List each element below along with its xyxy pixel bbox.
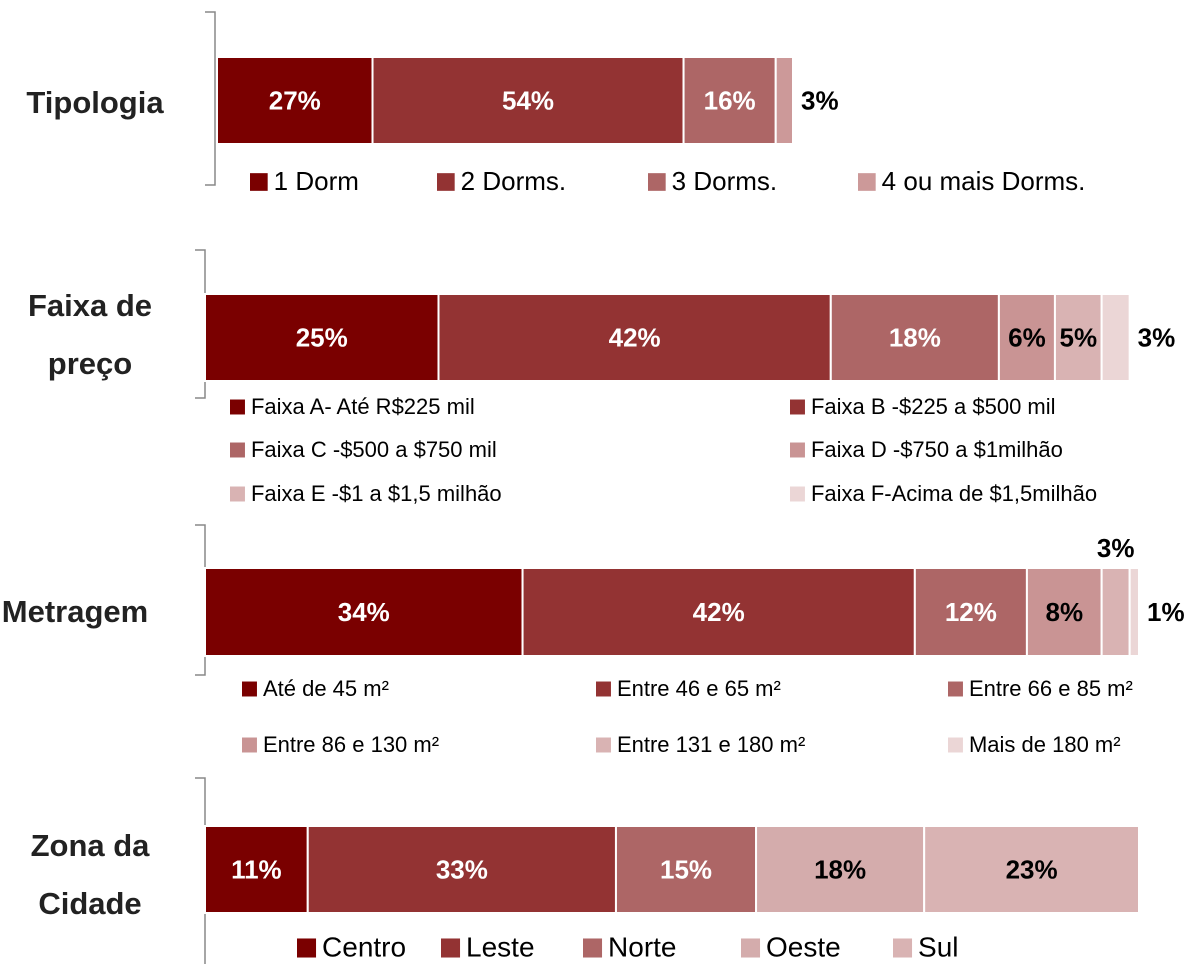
legend-label: Faixa D -$750 a $1milhão — [811, 437, 1063, 462]
value-label: 33% — [436, 854, 488, 884]
bar-segment — [1053, 293, 1103, 382]
bar-segment — [913, 567, 1028, 657]
legend-swatch — [230, 486, 245, 502]
value-label: 25% — [296, 322, 348, 352]
legend-label: Sul — [918, 931, 958, 962]
bracket — [205, 11, 216, 186]
legend-label: 1 Dorm — [274, 166, 359, 196]
value-label: 11% — [231, 854, 282, 884]
legend-label: Entre 86 e 130 m² — [263, 732, 439, 757]
value-label: 1% — [1147, 597, 1185, 627]
bar-segment — [216, 56, 374, 145]
value-label: 42% — [693, 597, 745, 627]
legend-swatch — [441, 938, 461, 958]
value-label: 18% — [889, 322, 941, 352]
legend-swatch — [948, 681, 963, 697]
legend-label: Mais de 180 m² — [969, 732, 1121, 757]
value-label: 34% — [338, 597, 390, 627]
legend-label: Entre 66 e 85 m² — [969, 676, 1133, 701]
row-title: Metragem — [1, 594, 149, 629]
value-label: 3% — [1138, 322, 1176, 352]
legend-swatch — [596, 737, 611, 753]
legend-label: 2 Dorms. — [461, 166, 566, 196]
value-label: 3% — [801, 85, 839, 115]
legend-label: 3 Dorms. — [672, 166, 777, 196]
bar-segment — [1128, 567, 1141, 657]
value-label: 16% — [704, 85, 756, 115]
legend-label: Até de 45 m² — [263, 676, 389, 701]
legend-swatch — [893, 938, 913, 958]
legend-swatch — [858, 173, 876, 191]
legend-swatch — [437, 173, 455, 191]
legend-label: Leste — [466, 931, 535, 962]
row-title: Faixa de preço — [27, 288, 153, 381]
value-label: 42% — [609, 322, 661, 352]
legend-swatch — [790, 399, 805, 415]
legend-label: Entre 46 e 65 m² — [617, 676, 781, 701]
bar-segment — [204, 293, 440, 382]
value-label: 15% — [660, 854, 712, 884]
legend-label: Faixa F-Acima de $1,5milhão — [811, 481, 1097, 506]
bar-segment — [774, 56, 794, 145]
row-title: Tipologia — [26, 85, 164, 120]
legend-label: Oeste — [766, 931, 841, 962]
legend-swatch — [790, 486, 805, 502]
value-label: 5% — [1060, 322, 1098, 352]
row-title: Zona da Cidade — [30, 828, 150, 921]
bar-segment — [521, 567, 916, 657]
bar-segment — [614, 825, 758, 914]
bar-segment — [371, 56, 685, 145]
legend-swatch — [648, 173, 666, 191]
legend-label: Faixa A- Até R$225 mil — [251, 394, 475, 419]
legend-label: Entre 131 e 180 m² — [617, 732, 805, 757]
bracket — [195, 777, 206, 964]
bar-segment — [755, 825, 926, 914]
value-label: 8% — [1045, 597, 1083, 627]
legend-label: Centro — [322, 931, 406, 962]
legend-swatch — [583, 938, 603, 958]
value-label: 54% — [502, 85, 554, 115]
legend-swatch — [230, 399, 245, 415]
bar-segment — [204, 567, 524, 657]
value-label: 3% — [1097, 533, 1135, 563]
value-label: 27% — [269, 85, 321, 115]
value-label: 18% — [814, 854, 866, 884]
bar-segment — [997, 293, 1056, 382]
bar-segment — [1025, 567, 1103, 657]
legend-swatch — [250, 173, 268, 191]
bar-segment — [1100, 293, 1131, 382]
legend-swatch — [230, 442, 245, 458]
bar-segment — [437, 293, 832, 382]
legend-swatch — [741, 938, 761, 958]
bar-segment — [1100, 567, 1131, 657]
bar-segment — [829, 293, 1000, 382]
legend-label: Faixa C -$500 a $750 mil — [251, 437, 497, 462]
legend-swatch — [948, 737, 963, 753]
legend-label: 4 ou mais Dorms. — [882, 166, 1086, 196]
bar-segment — [306, 825, 617, 914]
legend-swatch — [790, 442, 805, 458]
legend-label: Norte — [608, 931, 676, 962]
bar-segment — [682, 56, 777, 145]
legend-swatch — [297, 938, 317, 958]
bar-segment — [923, 825, 1140, 914]
legend-swatch — [596, 681, 611, 697]
bracket — [195, 524, 206, 676]
value-label: 23% — [1006, 854, 1058, 884]
legend-label: Faixa B -$225 a $500 mil — [811, 394, 1056, 419]
brackets — [195, 11, 216, 964]
value-label: 6% — [1008, 322, 1046, 352]
legend-label: Faixa E -$1 a $1,5 milhão — [251, 481, 502, 506]
bracket — [195, 249, 206, 399]
legend-swatch — [242, 737, 257, 753]
value-label: 12% — [945, 597, 997, 627]
legend-swatch — [242, 681, 257, 697]
